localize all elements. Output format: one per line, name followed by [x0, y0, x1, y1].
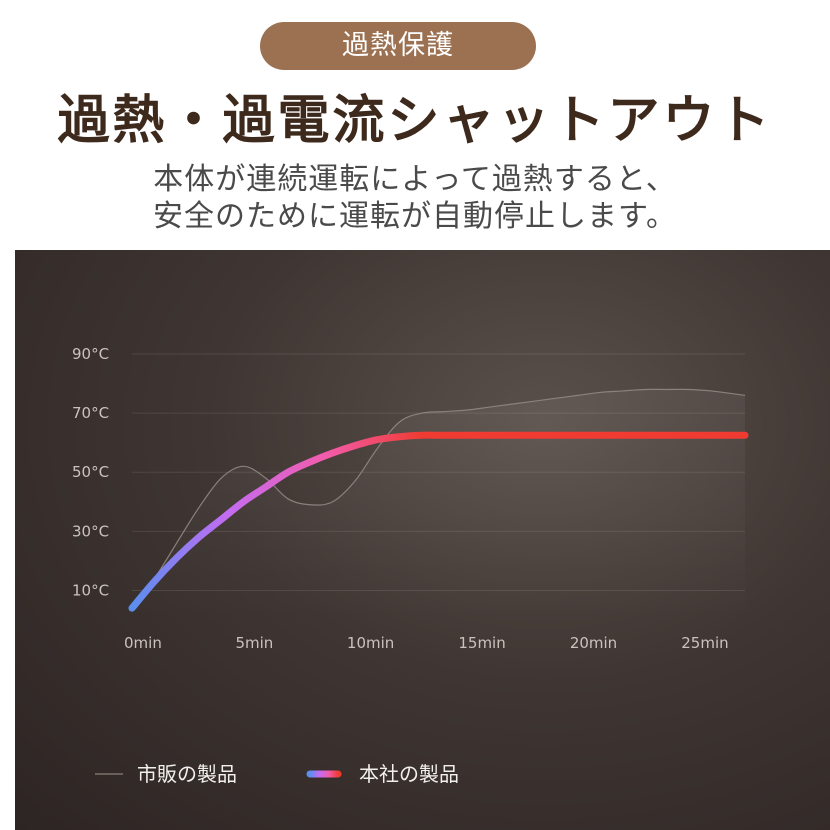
x-tick-label: 0min: [124, 634, 162, 652]
series-own-product-line: [128, 431, 749, 612]
legend-competitor-label: 市販の製品: [137, 762, 237, 786]
temperature-chart: 10°C 30°C 50°C 70°C 90°C 0min 5min 10min 15min 20…: [72, 345, 749, 786]
headline: 過熱・過電流シャットアウト: [57, 91, 773, 151]
y-tick-label: 30°C: [72, 522, 109, 540]
x-tick-label: 10min: [347, 634, 394, 652]
y-tick-label: 70°C: [72, 404, 109, 422]
subtitle-line-2: 安全のために運転が自動停止します。: [153, 199, 677, 234]
x-tick-label: 20min: [570, 634, 617, 652]
series-competitor-line: [131, 388, 746, 606]
x-tick-label: 5min: [235, 634, 273, 652]
subtitle-line-1: 本体が連続運転によって過熱すると、: [153, 162, 677, 197]
x-tick-label: 15min: [458, 634, 505, 652]
chart-panel: 10°C 30°C 50°C 70°C 90°C 0min 5min 10min 15min 20…: [15, 250, 830, 830]
x-tick-label: 25min: [681, 634, 728, 652]
y-tick-label: 10°C: [72, 581, 109, 599]
y-tick-label: 50°C: [72, 463, 109, 481]
competitor-area: [132, 389, 745, 620]
legend-own-product-label: 本社の製品: [359, 762, 459, 786]
y-tick-label: 90°C: [72, 345, 109, 363]
overheat-protection-badge: 過熱保護: [260, 22, 536, 70]
